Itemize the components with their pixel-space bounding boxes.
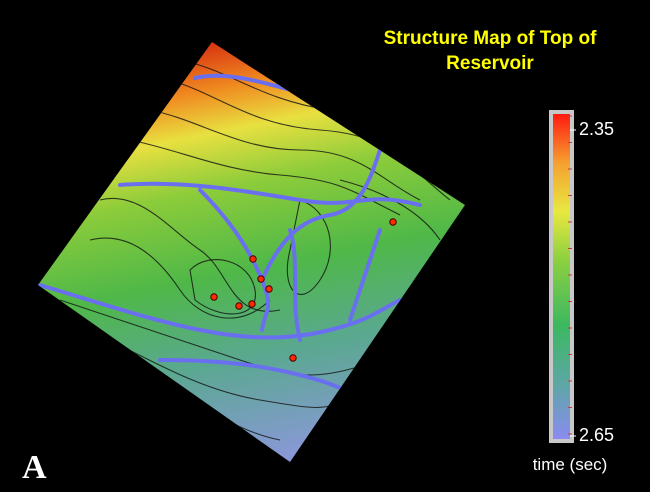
well (210, 293, 218, 301)
well (257, 275, 265, 283)
well (389, 218, 397, 226)
colorbar (549, 110, 574, 443)
well (249, 255, 257, 263)
well (235, 302, 243, 310)
colorbar-scale (553, 114, 570, 439)
well (289, 354, 297, 362)
colorbar-tick-label: 2.65 (579, 425, 614, 445)
structure-map (38, 42, 465, 462)
colorbar-label: time (sec) (533, 455, 608, 474)
map-surface (38, 42, 465, 462)
panel-label: A (22, 449, 47, 486)
well (248, 300, 256, 308)
colorbar-tick-label: 2.35 (579, 119, 614, 139)
wells (210, 218, 397, 362)
map-title: Structure Map of Top of Reservoir (383, 28, 597, 74)
well (265, 285, 273, 293)
